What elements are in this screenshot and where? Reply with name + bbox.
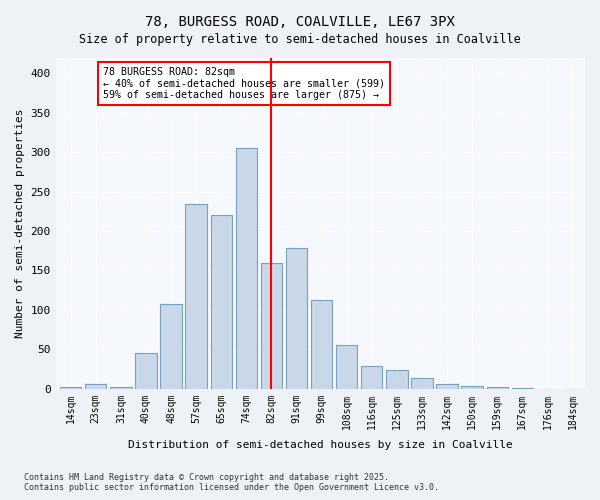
Text: Contains HM Land Registry data © Crown copyright and database right 2025.
Contai: Contains HM Land Registry data © Crown c… xyxy=(24,473,439,492)
Y-axis label: Number of semi-detached properties: Number of semi-detached properties xyxy=(15,108,25,338)
Text: 78, BURGESS ROAD, COALVILLE, LE67 3PX: 78, BURGESS ROAD, COALVILLE, LE67 3PX xyxy=(145,15,455,29)
Bar xyxy=(311,300,332,389)
Bar xyxy=(136,354,157,389)
Bar xyxy=(286,248,307,389)
Bar xyxy=(386,370,407,389)
Text: Size of property relative to semi-detached houses in Coalville: Size of property relative to semi-detach… xyxy=(79,32,521,46)
Bar xyxy=(336,346,358,389)
Bar xyxy=(110,387,131,389)
Bar xyxy=(487,387,508,389)
Bar xyxy=(60,387,82,389)
Bar xyxy=(436,384,458,389)
Bar xyxy=(411,378,433,389)
Bar xyxy=(261,262,282,389)
Bar xyxy=(211,216,232,389)
Bar xyxy=(185,204,207,389)
Bar xyxy=(160,304,182,389)
X-axis label: Distribution of semi-detached houses by size in Coalville: Distribution of semi-detached houses by … xyxy=(128,440,513,450)
Bar xyxy=(85,384,106,389)
Text: 78 BURGESS ROAD: 82sqm
← 40% of semi-detached houses are smaller (599)
59% of se: 78 BURGESS ROAD: 82sqm ← 40% of semi-det… xyxy=(103,67,385,100)
Bar xyxy=(361,366,382,389)
Bar xyxy=(236,148,257,389)
Bar xyxy=(512,388,533,389)
Bar xyxy=(461,386,483,389)
